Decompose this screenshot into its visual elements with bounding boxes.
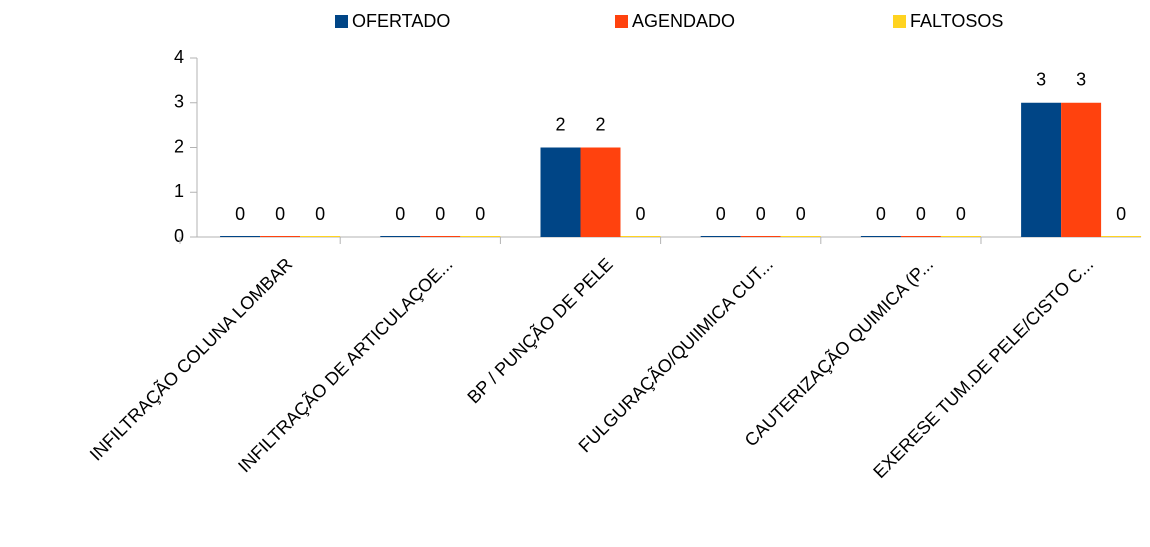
y-tick-label: 3 (174, 92, 184, 112)
y-tick-label: 2 (174, 136, 184, 156)
legend-swatch (335, 15, 348, 28)
x-tick-label: FULGURAÇÃO/QUIIMICA CUT... (574, 253, 777, 456)
bar (740, 236, 781, 237)
value-label: 3 (1036, 70, 1046, 90)
bar (420, 236, 461, 237)
value-label: 2 (595, 114, 605, 134)
bar (1061, 102, 1102, 237)
bar (900, 236, 941, 237)
value-label: 0 (435, 204, 445, 224)
bar (380, 236, 421, 237)
value-label: 0 (756, 204, 766, 224)
value-label: 0 (275, 204, 285, 224)
value-label: 0 (475, 204, 485, 224)
value-label: 0 (635, 204, 645, 224)
legend-swatch (893, 15, 906, 28)
value-label: 0 (716, 204, 726, 224)
legend-label: OFERTADO (352, 11, 450, 31)
bar (700, 236, 741, 237)
bar (260, 236, 301, 237)
bar (300, 236, 341, 237)
x-tick-label: CAUTERIZAÇÃO QUIMICA (P... (740, 253, 937, 450)
legend-swatch (615, 15, 628, 28)
bar (460, 236, 501, 237)
bar (580, 147, 621, 237)
bar (1021, 102, 1062, 237)
value-label: 0 (796, 204, 806, 224)
value-label: 0 (315, 204, 325, 224)
value-label: 0 (1116, 204, 1126, 224)
value-label: 0 (395, 204, 405, 224)
y-tick-label: 4 (174, 47, 184, 67)
value-label: 0 (235, 204, 245, 224)
value-label: 0 (916, 204, 926, 224)
bar (220, 236, 261, 237)
value-label: 2 (555, 114, 565, 134)
bar (860, 236, 901, 237)
value-label: 0 (876, 204, 886, 224)
bar (620, 236, 661, 237)
legend-label: AGENDADO (632, 11, 735, 31)
value-label: 3 (1076, 70, 1086, 90)
legend-label: FALTOSOS (910, 11, 1003, 31)
bar (780, 236, 821, 237)
value-label: 0 (956, 204, 966, 224)
bar (1101, 236, 1142, 237)
bar (540, 147, 581, 237)
y-tick-label: 0 (174, 226, 184, 246)
x-tick-label: BP / PUNÇÃO DE PELE (463, 253, 617, 407)
y-tick-label: 1 (174, 181, 184, 201)
bar (940, 236, 981, 237)
